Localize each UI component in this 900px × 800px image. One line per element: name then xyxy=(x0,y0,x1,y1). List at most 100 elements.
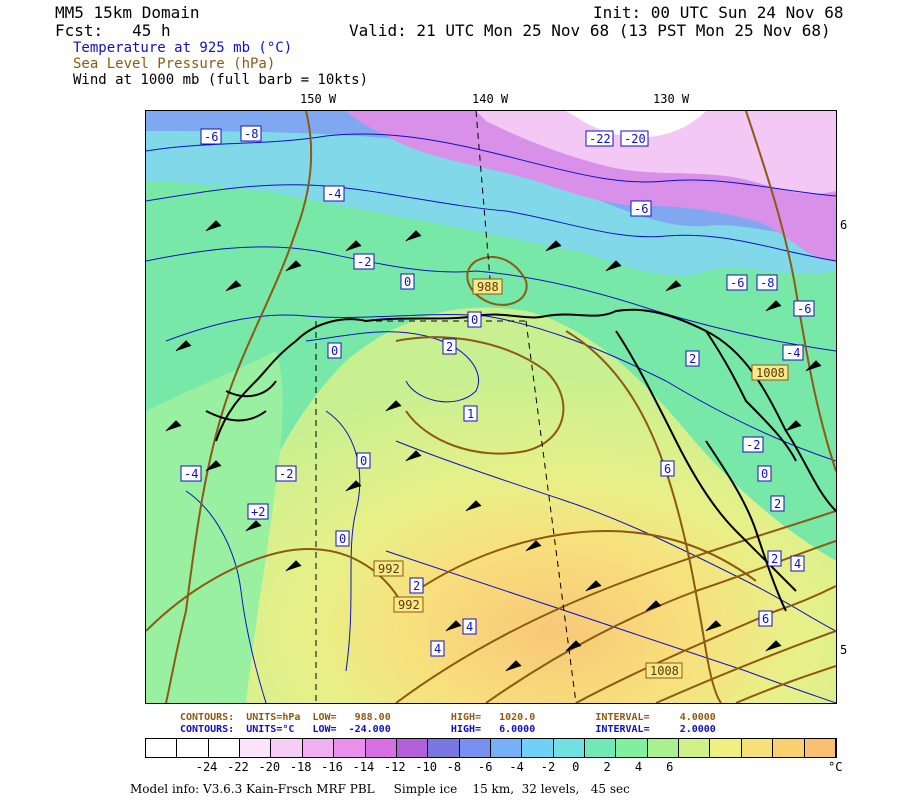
temperature-contour-label: -6 xyxy=(726,274,748,291)
colorbar-swatch xyxy=(647,739,680,757)
svg-text:6: 6 xyxy=(664,462,671,476)
svg-text:1008: 1008 xyxy=(650,664,679,678)
svg-text:-8: -8 xyxy=(244,127,258,141)
pressure-contour-label: 992 xyxy=(373,560,404,577)
svg-text:992: 992 xyxy=(398,598,420,612)
svg-text:-2: -2 xyxy=(746,438,760,452)
colorbar-swatch xyxy=(271,739,303,757)
legend-pressure: Sea Level Pressure (hPa) xyxy=(73,56,276,72)
contour-info-pressure: CONTOURS: UNITS=hPa LOW= 988.00 HIGH= 10… xyxy=(180,712,716,723)
colorbar-swatch xyxy=(459,739,491,757)
svg-text:2: 2 xyxy=(689,352,696,366)
colorbar-swatch xyxy=(773,739,805,757)
colorbar-swatch xyxy=(240,739,272,757)
temperature-contour-label: 2 xyxy=(770,495,785,512)
colorbar-swatch xyxy=(490,739,523,757)
colorbar-swatch xyxy=(679,739,711,757)
temperature-contour-label: 6 xyxy=(660,460,675,477)
colorbar-swatch xyxy=(741,739,774,757)
colorbar-swatch xyxy=(208,739,241,757)
svg-text:0: 0 xyxy=(339,532,346,546)
pressure-contour-label: 992 xyxy=(393,596,424,613)
temperature-contour-label: 2 xyxy=(767,550,782,567)
domain-title: MM5 15km Domain xyxy=(55,3,200,22)
colorbar xyxy=(145,738,837,758)
colorbar-swatch xyxy=(302,739,335,757)
colorbar-tick-label: -8 xyxy=(446,760,462,774)
colorbar-swatch xyxy=(428,739,460,757)
temperature-contour-label: 1 xyxy=(463,405,478,422)
pressure-contours xyxy=(146,111,836,703)
colorbar-swatch xyxy=(616,739,648,757)
temperature-contour-label: -8 xyxy=(240,125,262,142)
temperature-contours xyxy=(146,133,836,703)
boundary-lines xyxy=(315,111,577,703)
colorbar-swatch xyxy=(585,739,617,757)
lat-label-upper: 6 xyxy=(840,218,848,232)
colorbar-tick-label: -18 xyxy=(289,760,312,774)
svg-text:992: 992 xyxy=(378,562,400,576)
shading-coldest xyxy=(476,111,836,194)
svg-text:2: 2 xyxy=(774,497,781,511)
temperature-contour-label: -4 xyxy=(782,344,804,361)
init-time: Init: 00 UTC Sun 24 Nov 68 xyxy=(593,3,844,22)
model-info: Model info: V3.6.3 Kain-Frsch MRF PBL Si… xyxy=(130,782,630,796)
colorbar-tick-label: -14 xyxy=(352,760,375,774)
svg-text:-20: -20 xyxy=(624,132,646,146)
legend-wind: Wind at 1000 mb (full barb = 10kts) xyxy=(73,72,369,88)
colorbar-tick-label: 6 xyxy=(666,760,674,774)
svg-text:-4: -4 xyxy=(184,467,198,481)
temperature-contour-label: 2 xyxy=(442,338,457,355)
svg-text:-6: -6 xyxy=(634,202,648,216)
valid-time: Valid: 21 UTC Mon 25 Nov 68 (13 PST Mon … xyxy=(349,21,831,40)
svg-text:+2: +2 xyxy=(251,505,265,519)
colorbar-tick-label: 2 xyxy=(603,760,611,774)
colorbar-swatch xyxy=(522,739,554,757)
lon-label-140w: 140 W xyxy=(472,92,509,106)
temperature-contour-label: -2 xyxy=(353,253,375,270)
temperature-contour-label: 0 xyxy=(356,452,371,469)
temperature-contour-label: 0 xyxy=(335,530,350,547)
svg-text:-2: -2 xyxy=(357,255,371,269)
svg-text:4: 4 xyxy=(794,557,801,571)
colorbar-swatch xyxy=(396,739,429,757)
forecast-hour: Fcst: 45 h xyxy=(55,21,171,40)
colorbar-tick-label: -4 xyxy=(509,760,524,774)
svg-text:0: 0 xyxy=(471,313,478,327)
temperature-contour-label: 0 xyxy=(400,273,415,290)
colorbar-swatch xyxy=(334,739,366,757)
temperature-contour-label: 4 xyxy=(462,618,477,635)
colorbar-unit: °C xyxy=(828,760,843,774)
svg-text:988: 988 xyxy=(477,280,499,294)
pressure-contour-label: 988 xyxy=(472,278,503,295)
temperature-contour-label: -4 xyxy=(180,465,202,482)
svg-text:2: 2 xyxy=(771,552,778,566)
colorbar-tick-label: -20 xyxy=(258,760,281,774)
svg-text:-6: -6 xyxy=(797,302,811,316)
svg-text:-22: -22 xyxy=(589,132,611,146)
lon-label-150w: 150 W xyxy=(300,92,337,106)
colorbar-tick-label: -16 xyxy=(321,760,343,774)
lat-label-lower: 5 xyxy=(840,643,848,657)
svg-text:4: 4 xyxy=(466,620,473,634)
temperature-contour-label: +2 xyxy=(247,503,269,520)
temperature-contour-label: -6 xyxy=(200,128,222,145)
colorbar-tick-label: -22 xyxy=(227,760,249,774)
colorbar-tick-label: -10 xyxy=(415,760,437,774)
colorbar-tick-label: -6 xyxy=(478,760,493,774)
contour-info-temperature: CONTOURS: UNITS=°C LOW= -24.000 HIGH= 6.… xyxy=(180,724,716,735)
svg-text:0: 0 xyxy=(404,275,411,289)
svg-text:0: 0 xyxy=(331,344,338,358)
pressure-contour-label: 1008 xyxy=(751,364,789,381)
temperature-contour-label: -2 xyxy=(742,436,764,453)
svg-text:-6: -6 xyxy=(204,130,218,144)
colorbar-tick-label: 4 xyxy=(634,760,643,774)
temperature-contour-label: 0 xyxy=(467,311,482,328)
svg-text:-4: -4 xyxy=(786,346,800,360)
temperature-contour-label: -22 xyxy=(585,130,614,147)
svg-text:6: 6 xyxy=(762,612,769,626)
colorbar-tick-label: -2 xyxy=(540,760,556,774)
colorbar-swatch xyxy=(804,739,836,757)
temperature-contour-label: -4 xyxy=(323,185,345,202)
